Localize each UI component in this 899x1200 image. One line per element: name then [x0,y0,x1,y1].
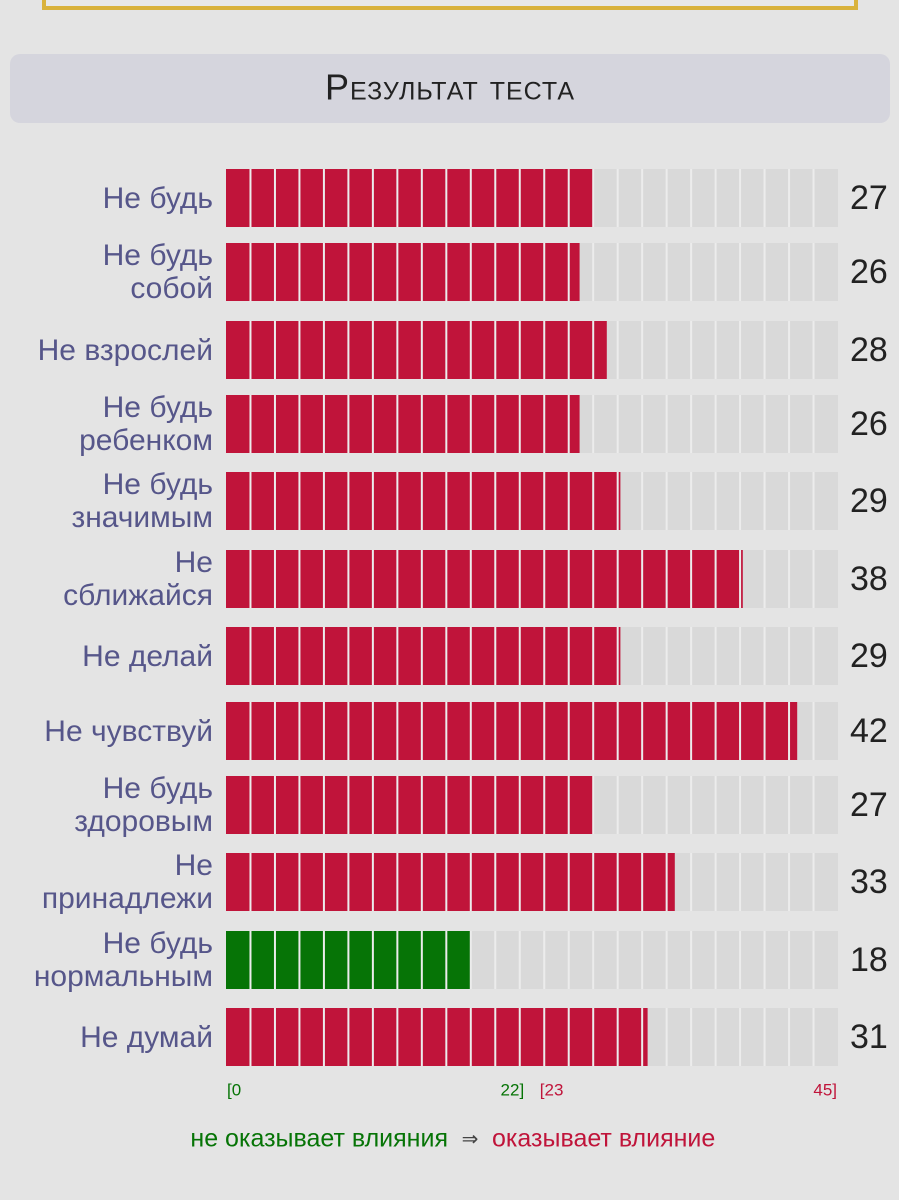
value-label: 27 [850,786,888,824]
bar [226,550,743,608]
category-label: Не принадлежи [41,849,213,915]
category-label: Не будь собой [102,239,213,305]
value-label: 29 [850,482,888,520]
legend-text: ⇒ [462,1128,479,1150]
value-label: 31 [850,1018,888,1056]
value-label: 38 [850,560,888,598]
category-label: Не делай [82,639,213,673]
bar [226,1008,648,1066]
x-tick-label: 45] [813,1080,837,1099]
legend-text: оказывает влияние [492,1125,715,1153]
x-tick-label: 22] [501,1080,525,1099]
value-label: 27 [850,179,888,217]
bar [226,169,594,227]
legend-text: не оказывает влияния [190,1125,448,1153]
value-label: 29 [850,637,888,675]
category-label: Не будь [102,181,213,215]
category-label: Не будь нормальным [33,927,213,993]
bar [226,627,621,685]
chart-title: Результат теста [325,67,575,108]
bar [226,243,580,301]
x-tick-label: [0 [227,1080,241,1099]
value-label: 26 [850,253,888,291]
value-label: 18 [850,941,888,979]
bar [226,321,607,379]
category-label: Не будь значимым [71,468,213,534]
top-card-edge [42,0,858,10]
bar [226,702,798,760]
bar [226,853,675,911]
bar [226,472,621,530]
value-label: 33 [850,863,888,901]
category-label: Не будь ребенком [79,391,213,457]
x-tick-label: [23 [540,1080,564,1099]
category-label: Не будь здоровым [74,772,213,838]
bar [226,776,594,834]
value-label: 26 [850,405,888,443]
category-label: Не сближайся [63,546,213,612]
value-label: 28 [850,331,888,369]
bar [226,395,580,453]
title-box [10,54,890,123]
category-label: Не чувствуй [44,714,213,748]
value-label: 42 [850,712,888,750]
category-label: Не взрослей [37,333,213,367]
category-label: Не думай [80,1020,213,1054]
